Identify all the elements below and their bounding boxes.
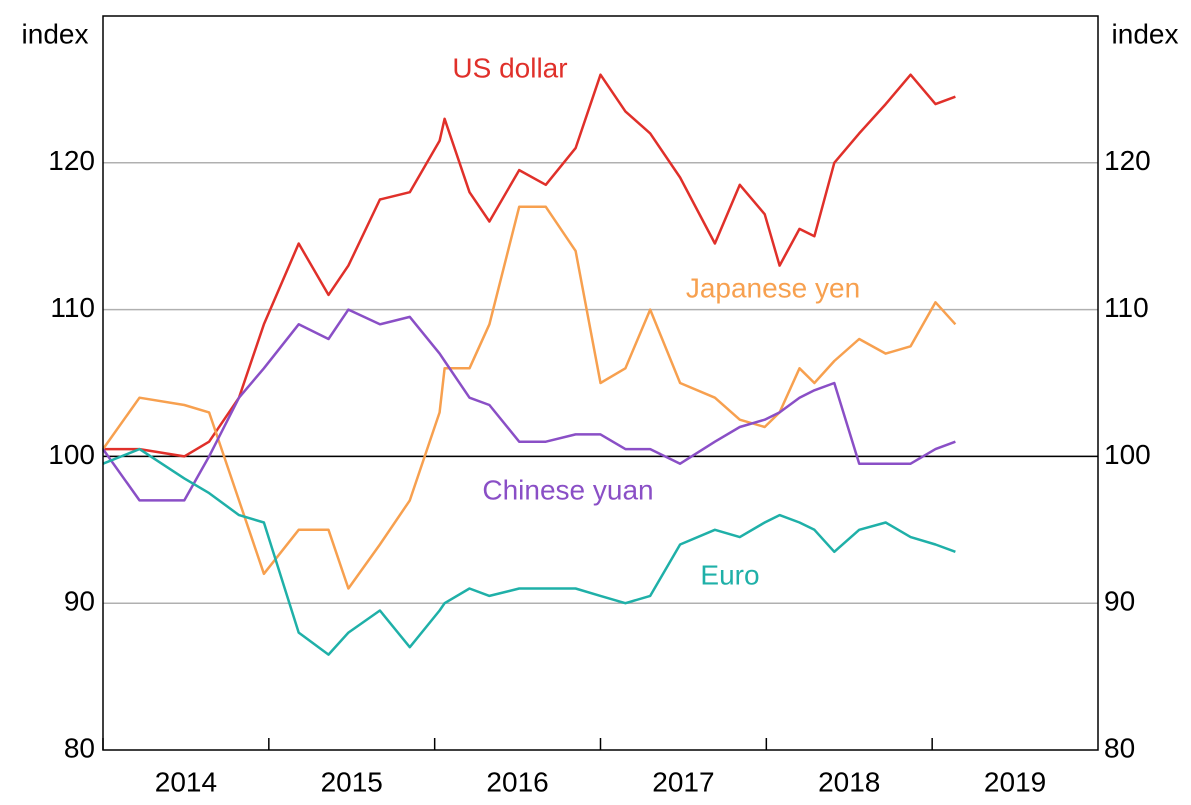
y-tick-label: 100 [48,439,95,470]
series-line [102,447,956,656]
y-tick-label: 90 [64,586,95,617]
plot-frame [102,15,1099,751]
series-label: US dollar [452,52,567,83]
x-tick-label: 2017 [652,766,714,797]
series-line [101,308,956,502]
y2-tick-label: 110 [1104,292,1149,323]
series-line [103,73,956,458]
y-axis-label: index [22,18,89,49]
x-tick-label: 2014 [155,766,217,797]
series-label: Chinese yuan [482,474,653,505]
y-tick-label: 120 [48,145,95,176]
x-tick-label: 2019 [984,766,1046,797]
x-tick-label: 2015 [321,766,383,797]
y-tick-label: 110 [50,292,95,323]
y2-tick-label: 80 [1104,732,1135,763]
y2-tick-label: 120 [1104,145,1151,176]
series-label: Japanese yen [686,272,860,303]
y2-tick-label: 100 [1104,439,1151,470]
x-tick-label: 2018 [818,766,880,797]
y-tick-label: 80 [64,732,95,763]
series-line [101,205,957,590]
series-label: Euro [700,559,759,590]
y2-axis-label: index [1112,18,1179,49]
y2-tick-label: 90 [1104,586,1135,617]
x-tick-label: 2016 [486,766,548,797]
